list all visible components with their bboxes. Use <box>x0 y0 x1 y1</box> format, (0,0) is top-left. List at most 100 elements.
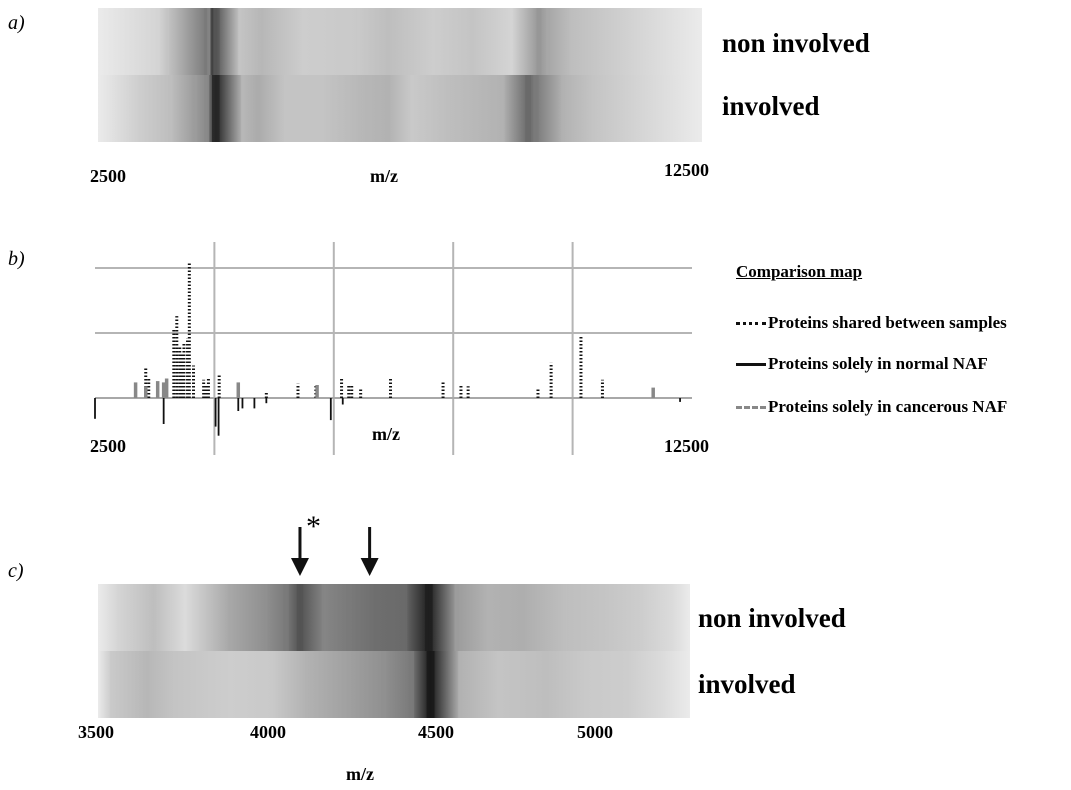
legend-item-cancerous-label: Proteins solely in cancerous NAF <box>768 397 1008 416</box>
panel-c-row-0-band <box>183 584 187 651</box>
panel-c-row-1-band <box>110 651 114 718</box>
panel-c-row-0-band <box>401 584 408 651</box>
panel-c-row-0-band <box>321 584 327 651</box>
panel-c-row-1-band <box>305 651 309 718</box>
panel-b-xlabel: m/z <box>372 424 400 444</box>
panel-c-row-0-band <box>454 584 459 651</box>
panel-c-row-1-band <box>660 651 664 718</box>
panel-a-row-1-band <box>241 75 245 142</box>
panel-c-row-1-band <box>346 651 351 718</box>
legend-item-normal-label: Proteins solely in normal NAF <box>768 354 988 373</box>
panel-a-row-1-band <box>591 75 595 142</box>
panel-a-row-0-band <box>204 8 210 75</box>
legend-swatch-solid <box>736 362 766 366</box>
panel-a-row-1-band <box>386 75 390 142</box>
panel-c-row-0-band <box>562 584 567 651</box>
panel-a-row-0-band <box>301 8 305 75</box>
legend-swatch-dotted <box>736 321 766 325</box>
panel-a-xlabel: m/z <box>370 166 398 186</box>
panel-a-xmin-label: 2500 <box>90 166 126 186</box>
panel-c-row-1-background <box>98 651 690 718</box>
panel-c-label: c) <box>8 560 24 582</box>
panel-c-row-0-band <box>262 584 268 651</box>
panel-c-tick-4000: 4000 <box>250 722 286 742</box>
panel-a-row-0-band <box>536 8 542 75</box>
panel-a-row-0-band <box>356 8 360 75</box>
annotation-arrow-head <box>360 558 379 576</box>
panel-c-row-0-band <box>639 584 643 651</box>
panel-a-row-0-band <box>165 8 170 75</box>
panel-a-row-0-band <box>207 8 213 75</box>
panel-c-row-1-band <box>625 651 629 718</box>
panel-c-tick-5000: 5000 <box>577 722 613 742</box>
panel-a-row-0-band <box>510 8 514 75</box>
panel-c-row-1-band <box>172 651 177 718</box>
panel-a-row-0-band <box>545 8 551 75</box>
panel-a-row-1-band <box>138 75 142 142</box>
panel-c-row-1-band <box>458 651 463 718</box>
panel-a-row-1-band <box>283 75 287 142</box>
panel-a-row-1-band <box>561 75 565 142</box>
panel-c-row-0-band <box>671 584 674 651</box>
legend-item-cancerous: Proteins solely in cancerous NAF <box>736 397 1007 417</box>
panel-c-row-1-band <box>408 651 415 718</box>
panel-a-row-1-band <box>500 75 505 142</box>
panel-c-row-1-band <box>426 651 435 718</box>
panel-a-row-1-band <box>446 75 451 142</box>
panel-a-label: a) <box>8 12 25 34</box>
panel-c-row-0-background <box>98 584 690 651</box>
panel-a-row-1-band <box>361 75 366 142</box>
legend-title: Comparison map <box>736 262 863 281</box>
panel-a-row-1-band <box>204 75 210 142</box>
panel-a-row-1-band <box>525 75 531 142</box>
annotation-asterisk: * <box>306 510 321 543</box>
panel-a-row-0-background <box>98 8 702 75</box>
panel-a-row-1-band <box>533 75 539 142</box>
panel-c-row-1-band <box>583 651 588 718</box>
panel-a-xmax-label: 12500 <box>664 160 709 180</box>
panel-c-spectrum-strip <box>98 584 690 718</box>
panel-c-row-1-band <box>144 651 149 718</box>
panel-b-xmax-label: 12500 <box>664 436 709 456</box>
panel-c-row-0-band <box>424 584 433 651</box>
panel-c-tick-3500: 3500 <box>78 722 114 742</box>
panel-a-spectrum-strip <box>98 8 702 142</box>
panel-a-row-0-band <box>386 8 390 75</box>
panel-c-row-0-band <box>601 584 605 651</box>
panel-a-row-0-band <box>238 8 242 75</box>
panel-c-row-1-band <box>496 651 501 718</box>
panel-c-row-1-band <box>545 651 549 718</box>
panel-a-row-1-band <box>319 75 324 142</box>
panel-c-row-0-band <box>117 584 121 651</box>
panel-a-row-0-band <box>213 8 220 75</box>
panel-c-row-0-band <box>486 584 490 651</box>
panel-b-label: b) <box>8 248 25 270</box>
panel-a-row-1-band <box>168 75 173 142</box>
panel-b-xmin-label: 2500 <box>90 436 126 456</box>
legend-item-shared: Proteins shared between samples <box>736 313 1007 333</box>
panel-a-row-0-band <box>156 8 160 75</box>
panel-a-row-0-band <box>259 8 263 75</box>
panel-a-row-label-involved: involved <box>722 91 820 121</box>
panel-c-xlabel: m/z <box>346 764 374 784</box>
panel-c-row-0-band <box>520 584 525 651</box>
panel-c-row-0-band <box>151 584 156 651</box>
panel-a-row-1-band <box>410 75 414 142</box>
panel-c-row-0-band <box>228 584 233 651</box>
panel-a-row-1-background <box>98 75 702 142</box>
panel-a-row-0-band <box>470 8 475 75</box>
panel-c-row-1-band <box>270 651 274 718</box>
panel-a-row-1-band <box>212 75 220 142</box>
panel-c-row-0-band <box>296 584 304 651</box>
panel-a-row-label-non-involved: non involved <box>722 28 870 58</box>
panel-c-tick-4500: 4500 <box>418 722 454 742</box>
legend-item-normal: Proteins solely in normal NAF <box>736 354 988 374</box>
panel-c-row-1-band <box>381 651 386 718</box>
panel-a-row-1-band <box>256 75 261 142</box>
legend-item-shared-label: Proteins shared between samples <box>768 313 1007 332</box>
panel-a-row-1-band <box>192 75 197 142</box>
panel-c-row-0-band <box>283 584 289 651</box>
panel-a-row-0-band <box>431 8 435 75</box>
panel-c-row-0-band <box>346 584 352 651</box>
